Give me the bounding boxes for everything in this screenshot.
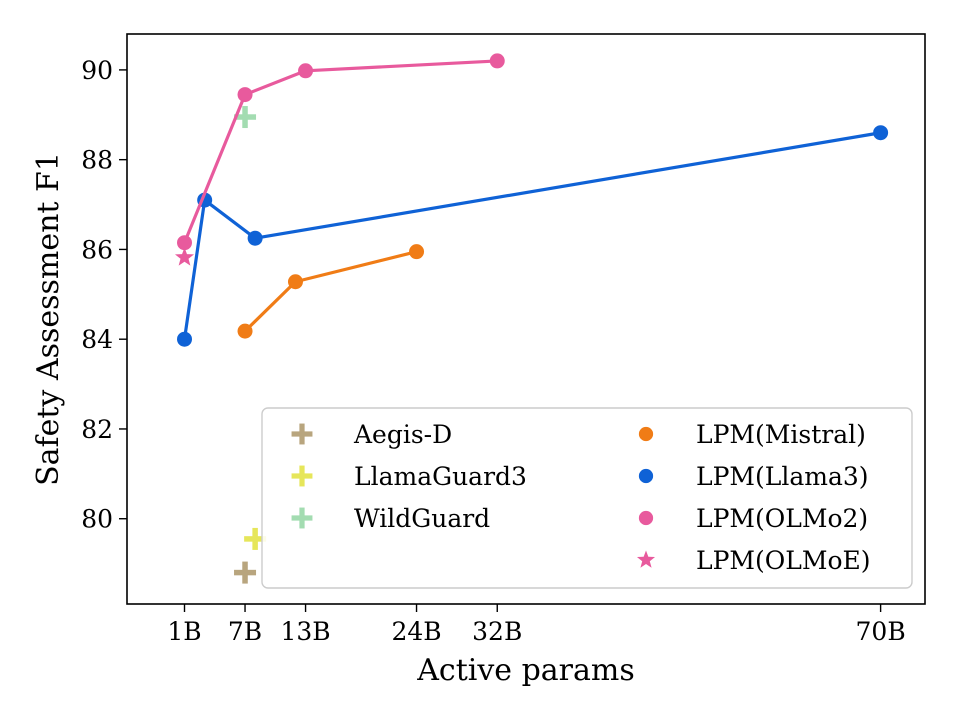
- point-lpm-mistral-2: [287, 274, 303, 290]
- point-lpm-llama3-4: [873, 125, 889, 141]
- series-line-lpm-olmo2: [183, 59, 498, 244]
- legend-label-lpm-llama3: LPM(Llama3): [696, 462, 869, 491]
- x-tick-label-13b: 13B: [280, 617, 330, 646]
- series-llamaguard3: [244, 527, 267, 550]
- x-tick-label-24b: 24B: [391, 617, 441, 646]
- series-lpm-olmoe: [174, 247, 195, 266]
- x-tick-label-70b: 70B: [856, 617, 906, 646]
- legend-label-lpm-mistral: LPM(Mistral): [696, 420, 866, 449]
- series-aegis-d: [234, 561, 257, 584]
- y-tick-label-82: 82: [81, 415, 113, 444]
- legend-label-lpm-olmoe: LPM(OLMoE): [696, 546, 871, 575]
- point-lpm-olmoe-1: [174, 247, 195, 266]
- y-tick-label-80: 80: [81, 505, 113, 534]
- ticks-layer: 1B 7B 13B 24B 32B 70B 80 82 84 86 88 90: [81, 56, 906, 646]
- y-tick-label-90: 90: [81, 56, 113, 85]
- point-lpm-llama3-3: [247, 230, 263, 246]
- series-line-lpm-llama3: [182, 131, 881, 340]
- y-tick-label-84: 84: [81, 325, 113, 354]
- legend-marker-llamaguard3: [291, 465, 313, 487]
- x-tick-label-32b: 32B: [472, 617, 522, 646]
- legend-item-wildguard: WildGuard: [291, 504, 490, 533]
- point-lpm-olmo2-1: [177, 235, 193, 251]
- legend-item-lpm-olmo2: LPM(OLMo2): [638, 504, 868, 533]
- legend-marker-lpm-olmo2: [638, 510, 654, 526]
- legend-marker-lpm-llama3: [638, 468, 654, 484]
- point-llamaguard3-1: [244, 527, 267, 550]
- legend: Aegis-D LlamaGuard3 WildGuard LPM(Mistral) L…: [261, 407, 913, 589]
- series-line-lpm-mistral: [243, 250, 417, 333]
- point-lpm-olmo2-3: [298, 63, 314, 79]
- y-axis-label: Safety Assessment F1: [31, 152, 66, 486]
- point-lpm-mistral-1: [237, 323, 253, 339]
- y-tick-label-88: 88: [81, 146, 113, 175]
- series-layer: [174, 53, 889, 584]
- legend-box: [261, 407, 913, 589]
- point-lpm-olmo2-2: [237, 87, 253, 103]
- series-wildguard: [234, 106, 257, 129]
- legend-label-lpm-olmo2: LPM(OLMo2): [696, 504, 868, 533]
- x-tick-label-7b: 7B: [228, 617, 262, 646]
- series-lpm-olmo2: [177, 53, 505, 251]
- y-tick-label-86: 86: [81, 235, 113, 264]
- x-tick-label-1b: 1B: [167, 617, 201, 646]
- plot-frame: [126, 33, 926, 605]
- legend-marker-lpm-olmoe: [636, 550, 656, 568]
- series-lpm-llama3: [177, 125, 889, 347]
- point-lpm-llama3-1: [177, 331, 193, 347]
- legend-item-lpm-mistral: LPM(Mistral): [638, 420, 866, 449]
- legend-item-llamaguard3: LlamaGuard3: [291, 462, 527, 491]
- legend-label-llamaguard3: LlamaGuard3: [354, 462, 527, 491]
- legend-marker-lpm-mistral: [638, 426, 654, 442]
- x-axis-label: Active params: [416, 653, 635, 688]
- point-lpm-olmo2-4: [489, 53, 505, 69]
- point-aegis-d-1: [234, 561, 257, 584]
- legend-item-lpm-llama3: LPM(Llama3): [638, 462, 869, 491]
- point-lpm-mistral-3: [409, 244, 425, 260]
- legend-item-lpm-olmoe: LPM(OLMoE): [636, 546, 871, 575]
- legend-marker-wildguard: [291, 507, 313, 529]
- point-wildguard-1: [234, 106, 257, 129]
- legend-label-wildguard: WildGuard: [354, 504, 490, 533]
- legend-item-aegis-d: Aegis-D: [291, 420, 452, 449]
- legend-marker-aegis-d: [291, 423, 313, 445]
- series-lpm-mistral: [237, 244, 425, 339]
- legend-label-aegis-d: Aegis-D: [353, 420, 452, 449]
